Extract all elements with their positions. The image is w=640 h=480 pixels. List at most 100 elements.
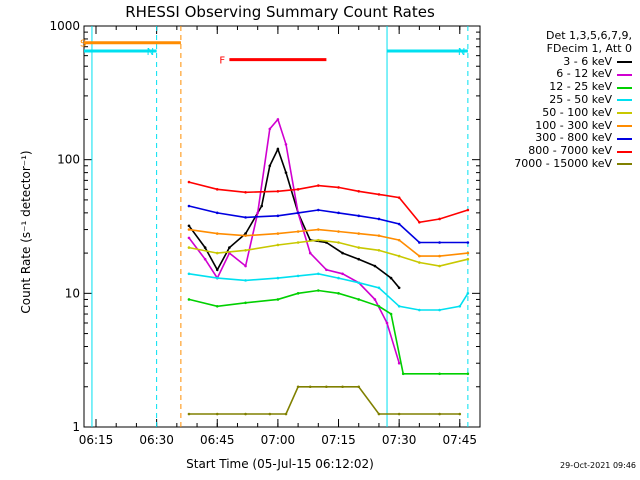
legend-item-300-800-kev: 300 - 800 keV	[476, 132, 632, 145]
data-point-300-800-kev	[377, 217, 381, 221]
data-point-12-25-kev	[296, 292, 300, 295]
data-point-50-100-kev	[466, 257, 470, 261]
data-point-7000-15000-kev	[215, 412, 219, 416]
vertical-markers	[91, 26, 469, 427]
data-point-25-50-kev	[418, 308, 421, 312]
x-tick-label: 07:15	[321, 433, 356, 447]
data-point-50-100-kev	[377, 248, 381, 252]
data-point-7000-15000-kev	[284, 412, 288, 416]
data-point-12-25-kev	[401, 372, 405, 376]
legend-item-50-100-kev: 50 - 100 keV	[476, 106, 632, 120]
data-point-25-50-kev	[458, 304, 462, 308]
legend-item-100-300-kev: 100 - 300 keV	[476, 118, 632, 133]
data-point-25-50-kev	[215, 276, 219, 280]
data-point-3-6-kev	[341, 251, 344, 255]
chart-title: RHESSI Observing Summary Count Rates	[125, 3, 435, 21]
legend-swatch	[617, 163, 632, 166]
data-point-300-800-kev	[418, 241, 421, 244]
data-point-50-100-kev	[438, 264, 441, 268]
data-point-7000-15000-kev	[397, 412, 401, 416]
data-point-100-300-kev	[377, 234, 381, 237]
data-point-50-100-kev	[317, 238, 320, 242]
legend-swatch	[617, 60, 632, 63]
data-point-300-800-kev	[187, 204, 191, 208]
legend-label: 100 - 300 keV	[535, 118, 612, 132]
data-point-300-800-kev	[337, 211, 340, 215]
legend-swatch	[617, 112, 632, 115]
legend-swatch	[617, 124, 632, 127]
x-axis: 06:15 06:30 06:45 07:00 07:15 07:30 07:45	[79, 26, 481, 447]
legend-item-25-50-kev: 25 - 50 keV	[476, 93, 632, 107]
series-line-3-6-kev	[188, 147, 400, 289]
data-point-6-12-kev	[397, 361, 401, 365]
legend-label: 3 - 6 keV	[563, 54, 612, 68]
legend-swatch	[617, 86, 632, 89]
data-point-800-7000-kev	[187, 180, 191, 184]
data-point-50-100-kev	[276, 243, 280, 247]
data-point-7000-15000-kev	[341, 385, 344, 389]
legend-item-800-7000-kev: 800 - 7000 keV	[476, 144, 632, 158]
data-point-300-800-kev	[397, 222, 401, 226]
data-point-12-25-kev	[438, 372, 441, 376]
flag-label-s: S	[80, 39, 86, 50]
data-point-800-7000-kev	[337, 186, 340, 189]
plot-frame	[83, 25, 481, 428]
x-axis-label: Start Time (05-Jul-15 06:12:02)	[186, 457, 374, 471]
data-point-6-12-kev	[341, 272, 344, 276]
data-point-6-12-kev	[308, 251, 312, 255]
data-point-100-300-kev	[215, 232, 219, 235]
data-point-50-100-kev	[418, 261, 421, 264]
x-tick-label: 07:45	[442, 433, 477, 447]
x-tick-label: 06:45	[200, 433, 235, 447]
series-line-7000-15000-kev	[189, 385, 460, 415]
legend: Det 1,3,5,6,7,9, FDecim 1, Att 0 3 - 6 k…	[476, 29, 632, 171]
y-axis: 1 10 100 1000	[49, 19, 480, 434]
data-point-3-6-kev	[284, 171, 288, 174]
legend-swatch	[617, 150, 632, 153]
x-tick-label: 06:15	[79, 433, 114, 447]
data-point-100-300-kev	[466, 251, 470, 255]
legend-item-3-6-kev: 3 - 6 keV	[476, 54, 632, 69]
data-point-3-6-kev	[389, 276, 393, 280]
series-line-800-7000-kev	[188, 181, 469, 224]
data-point-100-300-kev	[418, 254, 421, 258]
data-point-7000-15000-kev	[325, 385, 328, 389]
data-point-100-300-kev	[276, 232, 280, 235]
data-point-800-7000-kev	[296, 188, 300, 191]
data-point-6-12-kev	[373, 298, 377, 301]
data-point-6-12-kev	[325, 268, 328, 272]
data-point-25-50-kev	[244, 279, 247, 282]
data-point-800-7000-kev	[377, 193, 381, 196]
data-point-6-12-kev	[268, 127, 272, 131]
data-point-800-7000-kev	[276, 189, 280, 193]
data-point-6-12-kev	[203, 257, 207, 261]
data-point-3-6-kev	[244, 232, 247, 235]
data-point-25-50-kev	[276, 276, 280, 280]
data-point-3-6-kev	[268, 164, 272, 168]
data-point-800-7000-kev	[357, 189, 361, 193]
data-point-12-25-kev	[337, 292, 340, 295]
legend-label: 800 - 7000 keV	[528, 144, 612, 158]
data-point-100-300-kev	[438, 254, 441, 258]
data-point-3-6-kev	[187, 224, 191, 228]
data-point-6-12-kev	[284, 143, 288, 146]
data-point-25-50-kev	[357, 281, 361, 285]
data-point-7000-15000-kev	[308, 385, 312, 389]
data-point-7000-15000-kev	[458, 412, 462, 416]
generated-timestamp: 29-Oct-2021 09:46	[560, 461, 636, 470]
data-point-3-6-kev	[260, 204, 264, 208]
legend-label: 300 - 800 keV	[535, 131, 612, 145]
data-point-3-6-kev	[215, 268, 219, 272]
legend-label: 6 - 12 keV	[556, 67, 612, 81]
data-point-25-50-kev	[466, 292, 470, 295]
data-point-3-6-kev	[276, 147, 280, 151]
data-point-800-7000-kev	[466, 208, 470, 212]
data-point-100-300-kev	[187, 228, 191, 231]
data-point-50-100-kev	[187, 246, 191, 249]
data-point-12-25-kev	[187, 298, 191, 301]
x-tick-label: 07:30	[382, 433, 417, 447]
data-point-12-25-kev	[389, 312, 393, 316]
legend-swatch	[617, 73, 632, 76]
flag-label-n: N	[458, 47, 465, 58]
